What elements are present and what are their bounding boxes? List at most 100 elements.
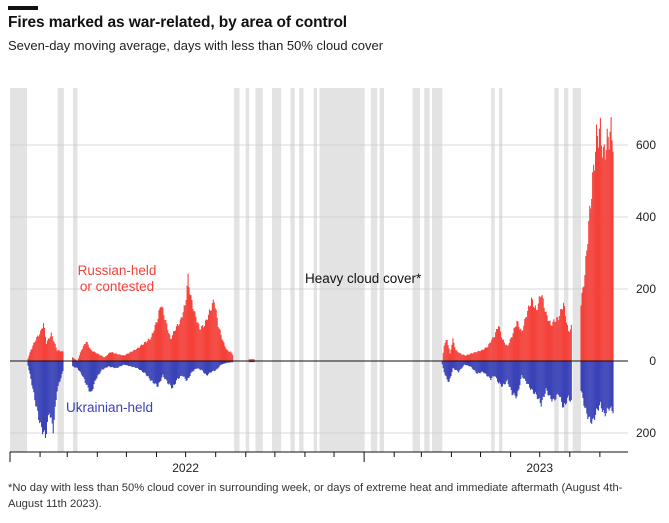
- russian-held-bar: [494, 337, 496, 361]
- ukrainian-held-bar: [563, 361, 566, 404]
- ukrainian-held-bar: [550, 361, 552, 400]
- ukrainian-held-bar: [75, 361, 78, 368]
- ukrainian-held-bar: [220, 361, 222, 365]
- ukrainian-held-bar: [56, 361, 58, 392]
- ukrainian-held-bar: [251, 361, 253, 363]
- footnote: *No day with less than 50% cloud cover i…: [8, 482, 623, 510]
- ukrainian-held-bar: [562, 361, 564, 408]
- ukrainian-held-bar: [92, 361, 94, 390]
- russian-held-bar: [252, 359, 254, 361]
- russian-held-bar: [498, 326, 501, 361]
- russian-held-bar: [566, 325, 568, 361]
- ukrainian-held-bar: [107, 361, 110, 367]
- russian-held-bar: [477, 350, 479, 361]
- y-axis-ticks: 600 400 200 0 200: [636, 138, 656, 440]
- ukrainian-held-bar: [210, 361, 212, 373]
- ukrainian-held-bar: [62, 361, 64, 371]
- ukrainian-held-bar: [131, 361, 133, 367]
- russian-held-bar: [541, 295, 543, 361]
- ukrainian-held-bar: [548, 361, 550, 396]
- russian-held-bar: [603, 144, 605, 361]
- russian-held-bar: [81, 349, 83, 361]
- cloud-cover-band: [73, 88, 78, 452]
- russian-held-bar: [60, 351, 62, 361]
- ukrainian-held-bar: [178, 361, 180, 379]
- russian-held-bar: [611, 140, 613, 361]
- russian-held-bar: [469, 353, 471, 361]
- ukrainian-held-bar: [42, 361, 44, 435]
- russian-held-bar: [103, 357, 105, 361]
- russian-held-bar: [205, 319, 208, 361]
- russian-held-bar: [452, 338, 454, 361]
- ukrainian-held-bar: [249, 361, 251, 363]
- russian-held-bar: [150, 337, 152, 361]
- russian-held-bar: [197, 322, 199, 361]
- ukrainian-held-bar: [213, 361, 215, 372]
- ukrainian-held-bar: [217, 361, 219, 369]
- ukrainian-held-bar: [97, 361, 99, 376]
- russian-held-bar: [99, 355, 101, 361]
- x-axis: 2022 2023: [9, 451, 628, 475]
- russian-held-bar: [42, 323, 45, 361]
- ukrainian-held-bar: [116, 361, 118, 368]
- russian-held-bar: [545, 311, 547, 361]
- ukrainian-held-bar: [486, 361, 488, 377]
- russian-held-bar: [530, 305, 532, 361]
- russian-held-bar: [523, 325, 525, 361]
- ukrainian-held-bar: [194, 361, 196, 370]
- russian-held-bar: [214, 308, 216, 361]
- russian-held-bar: [145, 342, 147, 361]
- russian-held-bar: [126, 353, 128, 361]
- russian-held-bar: [201, 325, 203, 361]
- ukrainian-held-bar: [112, 361, 114, 368]
- russian-held-bar: [514, 327, 516, 361]
- ukrainian-held-bar: [505, 361, 507, 382]
- russian-held-bar: [486, 347, 488, 361]
- ukrainian-held-bar: [43, 361, 46, 431]
- ukrainian-held-bar: [225, 361, 227, 364]
- russian-held-bar: [137, 347, 139, 361]
- russian-held-bar: [162, 307, 164, 361]
- russian-held-bar: [31, 348, 33, 361]
- russian-held-bar: [82, 346, 84, 361]
- russian-held-bar: [535, 309, 537, 361]
- russian-held-bar: [49, 336, 51, 361]
- russian-held-bar: [512, 333, 514, 361]
- russian-held-bar: [447, 345, 449, 361]
- ukrainian-held-bar: [465, 361, 468, 366]
- ukrainian-held-bar: [588, 361, 590, 418]
- russian-held-bar: [595, 151, 597, 361]
- russian-held-bar: [464, 355, 466, 361]
- ukrainian-held-bar: [607, 361, 609, 409]
- russian-held-bar: [454, 347, 456, 361]
- russian-held-bar: [597, 147, 600, 361]
- russian-held-bar: [127, 353, 129, 361]
- ukrainian-held-bar: [474, 361, 476, 372]
- russian-held-bar: [462, 354, 464, 361]
- ukrainian-held-bar: [517, 361, 519, 391]
- russian-held-bar: [45, 343, 47, 361]
- russian-held-bar: [507, 345, 509, 361]
- russian-held-bar: [511, 337, 513, 361]
- ukrainian-held-bar: [31, 361, 33, 386]
- russian-held-bar: [189, 294, 191, 361]
- ukrainian-held-bar: [580, 361, 582, 391]
- russian-held-bar: [479, 351, 481, 361]
- russian-held-bar: [223, 342, 225, 361]
- russian-held-bar: [33, 342, 35, 361]
- ukrainian-held-bar: [533, 361, 535, 395]
- russian-held-bar: [472, 353, 474, 361]
- ukrainian-held-bar: [441, 361, 443, 365]
- russian-held-bar: [202, 325, 204, 361]
- russian-held-bar: [497, 329, 499, 361]
- ukrainian-held-bar: [535, 361, 537, 395]
- ukrainian-held-bar: [449, 361, 451, 379]
- ukrainian-held-bar: [604, 361, 606, 417]
- russian-held-bar: [108, 352, 111, 361]
- ukrainian-held-bar: [568, 361, 570, 401]
- ukrainian-held-bar: [129, 361, 131, 366]
- x-tick-label: 2023: [526, 461, 553, 475]
- russian-held-bar: [51, 336, 53, 361]
- ukrainian-held-bar: [37, 361, 39, 411]
